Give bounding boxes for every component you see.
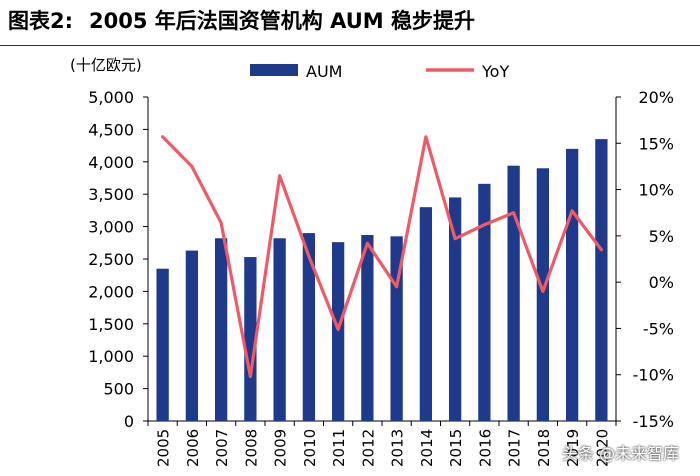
bar-aum — [565, 148, 579, 421]
y-left-tick-label: 1,000 — [88, 347, 134, 366]
chart-title-text: 2005 年后法国资管机构 AUM 稳步提升 — [89, 9, 475, 33]
bar-series-aum — [156, 139, 608, 421]
bar-aum — [448, 197, 462, 421]
bar-aum — [244, 257, 257, 421]
x-tick-label: 2017 — [506, 429, 524, 467]
x-tick-label: 2013 — [389, 429, 407, 467]
x-tick-label: 2015 — [447, 429, 465, 467]
x-tick-label: 2008 — [242, 429, 260, 467]
y-left-tick-label: 2,000 — [88, 282, 134, 301]
y-right-tick-label: 5% — [649, 227, 674, 246]
y-left-tick-label: 2,500 — [88, 250, 134, 269]
line-series-yoy — [161, 135, 603, 379]
y-left-tick-label: 4,500 — [88, 120, 134, 139]
y-left-tick-label: 5,000 — [88, 88, 134, 107]
y-left-tick-label: 0 — [124, 412, 134, 431]
bar-aum — [331, 242, 345, 421]
y-left-tick-label: 3,500 — [88, 185, 134, 204]
bar-aum — [595, 139, 608, 421]
y-left-tick-label: 1,500 — [88, 315, 134, 334]
y-right-tick-label: 0% — [649, 273, 674, 292]
x-tick-label: 2006 — [184, 429, 202, 467]
bar-aum — [214, 238, 228, 421]
bar-aum — [507, 165, 520, 421]
x-tick-label: 2010 — [301, 429, 319, 467]
watermark-text: 头条 @未来智库 — [562, 444, 680, 463]
bar-aum — [156, 268, 169, 421]
x-tick-label: 2005 — [155, 429, 173, 467]
x-tick-label: 2007 — [213, 429, 231, 467]
y-left-tick-label: 500 — [103, 380, 134, 399]
y-left-tick-label: 3,000 — [88, 218, 134, 237]
x-tick-label: 2018 — [535, 429, 553, 467]
x-tick-label: 2011 — [330, 429, 348, 467]
y-left-tick-label: 4,000 — [88, 153, 134, 172]
legend-swatch-aum — [250, 64, 298, 76]
x-tick-label: 2014 — [418, 429, 436, 467]
bar-aum — [478, 183, 491, 421]
y-right-tick-label: -10% — [633, 366, 674, 385]
legend-label-yoy: YoY — [481, 62, 509, 81]
legend-label-aum: AUM — [306, 62, 342, 81]
x-tick-label: 2016 — [476, 429, 494, 467]
bar-aum — [302, 233, 316, 421]
x-tick-label: 2020 — [593, 429, 611, 467]
chart-title-number: 图表2: — [8, 9, 74, 33]
y-right-tick-label: 15% — [638, 134, 674, 153]
chart-legend: AUM YoY — [250, 62, 509, 81]
x-tick-label: 2012 — [359, 429, 377, 467]
chart-axes: 0 500 1,000 1,500 2,000 2,500 3,000 3,500 4,000 4… — [70, 56, 674, 467]
bar-aum — [536, 168, 550, 421]
y-right-tick-label: -15% — [633, 412, 674, 431]
bar-aum — [361, 235, 374, 421]
y-right-tick-label: 20% — [638, 88, 674, 107]
bar-aum — [185, 250, 199, 421]
bar-aum — [273, 238, 286, 421]
y-right-tick-label: -5% — [643, 319, 674, 338]
line-yoy — [161, 135, 603, 379]
chart-title: 图表2: 2005 年后法国资管机构 AUM 稳步提升 — [0, 0, 700, 46]
x-tick-label: 2019 — [564, 429, 582, 467]
x-tick-label: 2009 — [272, 429, 290, 467]
y-right-tick-label: 10% — [638, 181, 674, 200]
bar-aum — [419, 207, 433, 421]
y-left-axis-label: (十亿欧元) — [70, 56, 142, 74]
